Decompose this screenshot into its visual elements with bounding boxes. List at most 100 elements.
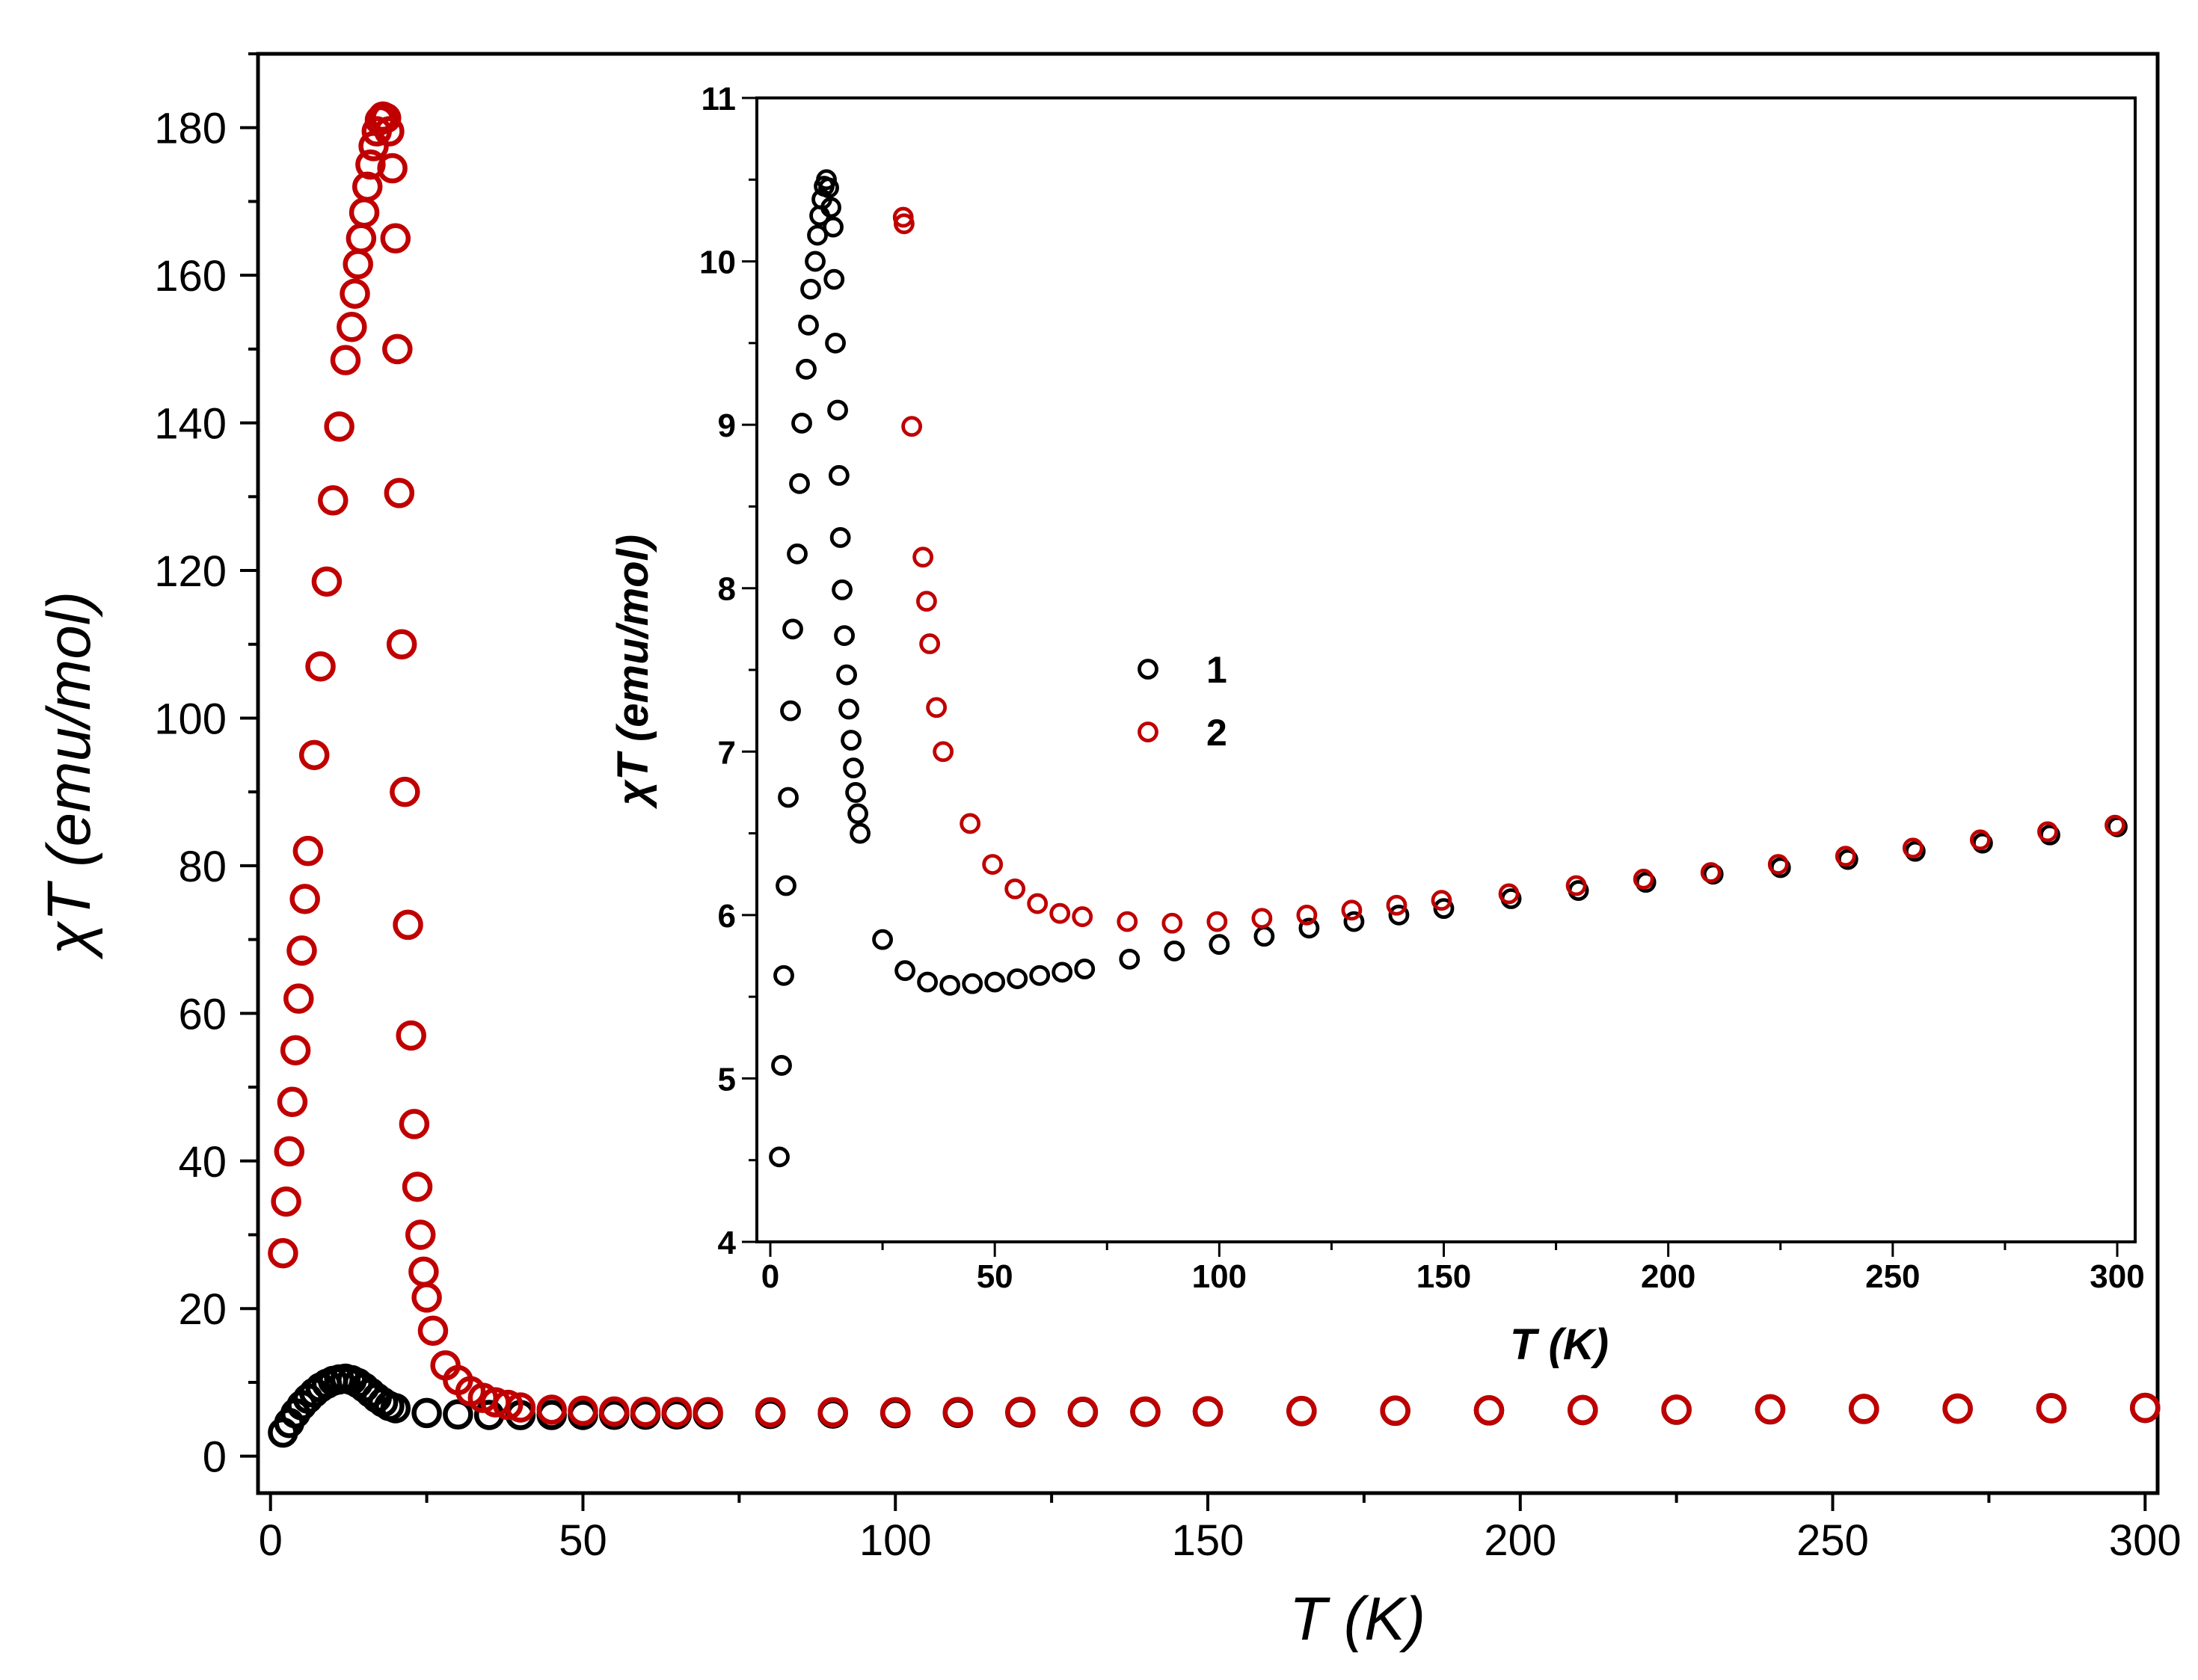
inset-x-tick-label: 200 <box>1641 1258 1695 1295</box>
inset-data-point-s2 <box>916 591 937 612</box>
inset-y-tick-label: 5 <box>718 1061 736 1098</box>
inset-data-point-s1 <box>805 250 826 272</box>
inset-data-point-s2 <box>1341 899 1363 921</box>
main-data-point-s2 <box>268 1237 298 1269</box>
main-data-point-s2 <box>879 1397 911 1428</box>
main-data-point-s2 <box>1192 1396 1224 1427</box>
inset-data-point-s1 <box>800 278 821 300</box>
inset-data-point-s2 <box>926 697 948 719</box>
inset-data-point-s2 <box>1072 906 1093 927</box>
inset-legend-label: 1 <box>1206 649 1227 691</box>
inset-data-point-s1 <box>823 268 845 290</box>
inset-data-point-s1 <box>773 964 794 986</box>
main-x-tick-label: 100 <box>859 1516 932 1565</box>
main-data-point-s2 <box>349 197 380 228</box>
main-data-point-s2 <box>405 1219 436 1250</box>
inset-data-point-s2 <box>1431 890 1452 911</box>
inset-data-point-s1 <box>829 527 851 548</box>
inset-data-point-s2 <box>1700 862 1722 883</box>
main-data-point-s2 <box>305 651 336 682</box>
inset-data-point-s2 <box>894 213 915 235</box>
inset-x-tick-label: 50 <box>977 1258 1013 1295</box>
main-data-point-s2 <box>386 629 417 659</box>
main-data-point-s2 <box>340 278 370 310</box>
inset-y-tick-label: 6 <box>718 898 736 935</box>
inset-series-2 <box>892 206 2125 934</box>
inset-data-point-s1 <box>796 358 817 380</box>
inset-data-point-s2 <box>1767 854 1789 875</box>
main-data-point-s2 <box>393 909 423 941</box>
inset-data-point-s1 <box>834 625 855 646</box>
main-data-point-s2 <box>371 102 402 134</box>
inset-y-tick-label: 4 <box>718 1225 737 1261</box>
main-data-point-s2 <box>942 1397 974 1427</box>
inset-data-point-s2 <box>1027 893 1049 914</box>
main-data-point-s2 <box>352 171 383 202</box>
inset-data-point-s1 <box>1209 934 1230 956</box>
main-x-tick-label: 150 <box>1172 1516 1244 1565</box>
inset-data-point-s1 <box>827 399 848 421</box>
main-data-point-s2 <box>274 1136 305 1167</box>
main-data-point-s2 <box>1568 1394 1598 1426</box>
main-y-axis-label: χT (emu/mol) <box>35 591 103 960</box>
main-data-point-s2 <box>402 1172 433 1202</box>
inset-data-point-s1 <box>838 698 859 720</box>
inset-legend-label: 2 <box>1206 712 1227 754</box>
inset-data-point-s1 <box>917 971 939 993</box>
inset-data-point-s1 <box>1343 911 1365 932</box>
inset-data-point-s1 <box>769 1146 790 1168</box>
main-data-point-s2 <box>330 345 361 375</box>
main-y-tick-label: 160 <box>154 252 227 301</box>
inset-data-point-s1 <box>798 314 819 336</box>
main-y-tick-label: 140 <box>154 400 227 449</box>
main-data-point-s2 <box>2130 1392 2161 1424</box>
main-x-tick-label: 300 <box>2109 1516 2182 1565</box>
inset-data-point-s1 <box>841 730 862 751</box>
inset-background <box>757 98 2135 1242</box>
inset-data-point-s1 <box>825 332 846 354</box>
main-y-tick-label: 80 <box>178 843 227 891</box>
main-data-point-s2 <box>1942 1393 1973 1424</box>
inset-data-point-s1 <box>832 579 853 600</box>
inset-data-point-s2 <box>2105 814 2125 836</box>
inset-data-point-s1 <box>789 473 810 494</box>
inset-data-point-s2 <box>1835 846 1856 867</box>
inset-data-point-s2 <box>1251 908 1273 929</box>
inset-data-point-s2 <box>1296 904 1318 926</box>
inset-data-point-s1 <box>845 782 866 803</box>
main-data-point-s2 <box>1130 1396 1161 1427</box>
inset-y-tick-label: 8 <box>718 571 736 608</box>
main-data-point-s2 <box>298 739 330 771</box>
inset-data-point-s1 <box>872 929 893 950</box>
main-x-tick-label: 0 <box>259 1516 283 1565</box>
main-data-point-s2 <box>505 1392 536 1423</box>
main-data-point-s2 <box>399 1109 430 1139</box>
main-x-tick-label: 250 <box>1796 1516 1869 1565</box>
inset-x-tick-label: 300 <box>2090 1258 2144 1295</box>
main-data-point-s2 <box>693 1397 723 1427</box>
main-y-tick-label: 40 <box>178 1138 227 1187</box>
inset-data-point-s2 <box>2037 821 2058 843</box>
main-data-point-s2 <box>289 884 320 914</box>
inset-data-point-s1 <box>847 803 868 825</box>
main-data-point-s2 <box>630 1397 661 1427</box>
main-data-point-s2 <box>408 1256 439 1287</box>
inset-x-axis-label: T (K) <box>1510 1320 1609 1369</box>
inset-y-axis-label: χT (emu/mol) <box>609 535 657 810</box>
inset-data-point-s1 <box>850 822 871 844</box>
main-y-tick-label: 100 <box>154 695 227 743</box>
inset-x-tick-label: 150 <box>1416 1258 1471 1295</box>
main-data-point-s2 <box>380 223 411 254</box>
main-chart: 0 50 100 150 200 250 3000204060801001201401601… <box>35 52 2182 1653</box>
main-data-point-s2 <box>390 776 420 807</box>
main-data-point-s2 <box>384 478 415 508</box>
main-data-point-s2 <box>343 249 373 280</box>
main-data-point-s2 <box>311 566 343 597</box>
inset-data-point-s1 <box>836 664 857 686</box>
main-data-point-s2 <box>324 411 354 442</box>
inset-data-point-s2 <box>1117 911 1138 932</box>
inset-data-point-s1 <box>939 974 961 996</box>
main-data-point-s2 <box>337 312 367 342</box>
main-data-point-s2 <box>346 223 377 254</box>
